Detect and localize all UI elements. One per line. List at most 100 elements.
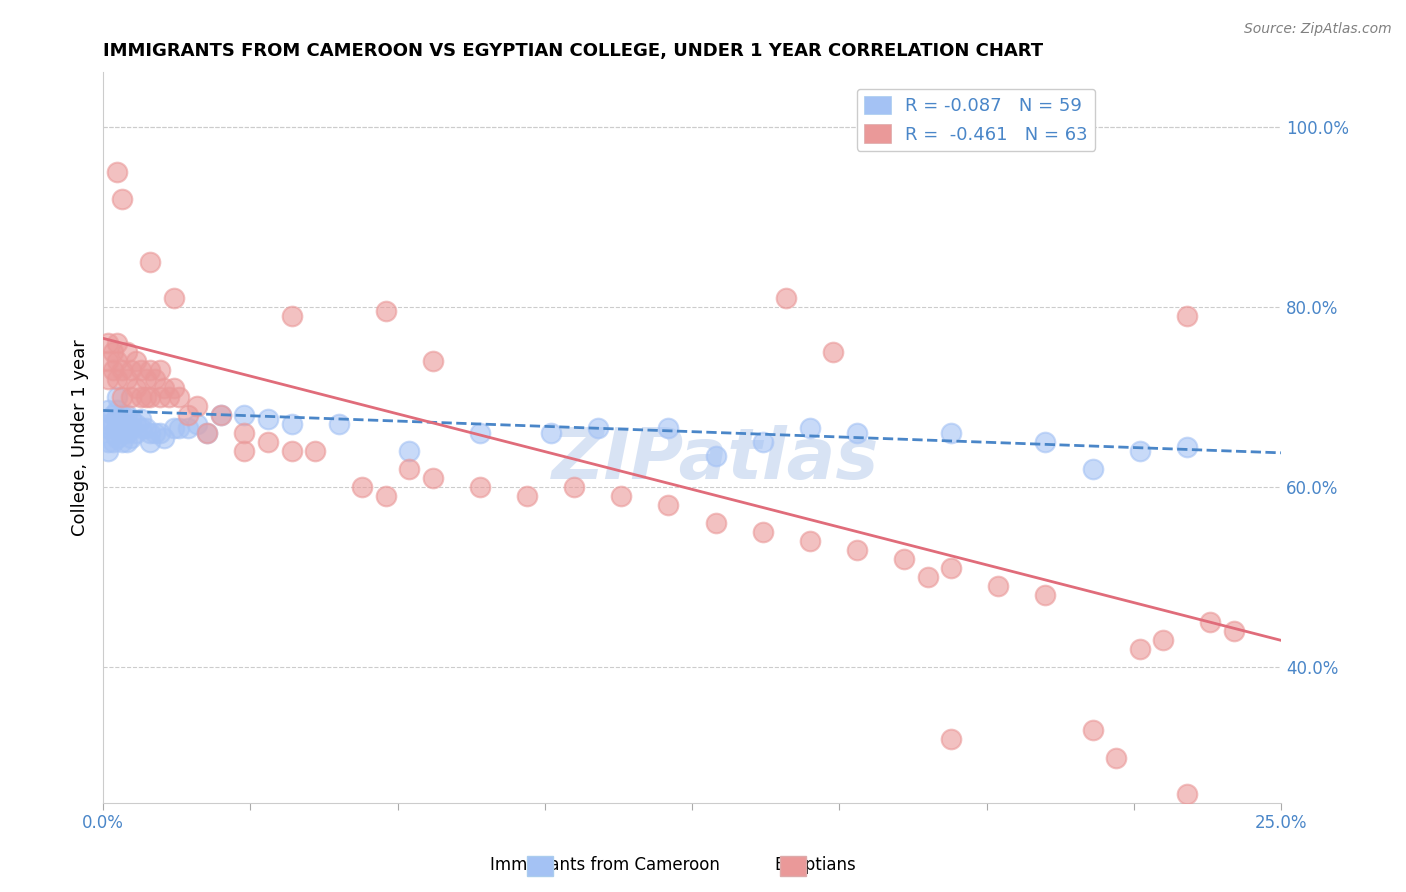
Point xyxy=(280,444,302,458)
Point xyxy=(167,390,190,404)
Point xyxy=(149,363,172,377)
Point xyxy=(139,425,162,440)
Legend: R = -0.087   N = 59, R =  -0.461   N = 63: R = -0.087 N = 59, R = -0.461 N = 63 xyxy=(856,89,1095,151)
Point xyxy=(1175,440,1198,454)
Point xyxy=(1175,309,1198,323)
Point xyxy=(111,435,134,450)
Point xyxy=(149,390,172,404)
Point xyxy=(186,399,208,413)
Point xyxy=(751,525,773,540)
Point xyxy=(105,412,128,426)
Point xyxy=(153,430,176,444)
Point xyxy=(186,417,208,431)
Point xyxy=(115,408,138,422)
Point xyxy=(374,489,396,503)
Point xyxy=(1129,642,1152,657)
Point xyxy=(101,425,124,440)
Point xyxy=(101,344,124,359)
Point xyxy=(704,449,727,463)
Point xyxy=(115,425,138,440)
Point xyxy=(105,390,128,404)
Point xyxy=(233,408,256,422)
Point xyxy=(610,489,633,503)
Text: ZIPatlas: ZIPatlas xyxy=(553,425,879,494)
Point xyxy=(129,390,152,404)
Point xyxy=(1175,787,1198,801)
Point xyxy=(135,372,157,386)
Point xyxy=(799,534,821,549)
Point xyxy=(398,444,420,458)
Point xyxy=(751,435,773,450)
Point xyxy=(101,408,124,422)
Point xyxy=(304,444,326,458)
Point xyxy=(115,344,138,359)
Text: Source: ZipAtlas.com: Source: ZipAtlas.com xyxy=(1244,22,1392,37)
Point xyxy=(97,335,120,350)
Point xyxy=(1152,633,1174,648)
Point xyxy=(177,421,200,435)
Point xyxy=(139,363,162,377)
Point xyxy=(135,390,157,404)
Point xyxy=(657,498,679,512)
Point xyxy=(209,408,232,422)
Point xyxy=(101,363,124,377)
Point xyxy=(1035,435,1057,450)
Point xyxy=(1081,462,1104,476)
Point xyxy=(917,570,939,584)
Point xyxy=(941,561,963,575)
Point xyxy=(143,372,166,386)
Point xyxy=(105,430,128,444)
Point xyxy=(97,421,120,435)
Point xyxy=(195,425,218,440)
Point xyxy=(163,381,186,395)
Point xyxy=(468,425,491,440)
Point xyxy=(125,417,148,431)
Point xyxy=(516,489,538,503)
Point xyxy=(1223,624,1246,639)
Point xyxy=(105,421,128,435)
Point xyxy=(139,435,162,450)
Point xyxy=(257,435,280,450)
Point xyxy=(111,417,134,431)
Point xyxy=(586,421,609,435)
Point xyxy=(115,417,138,431)
Point xyxy=(97,354,120,368)
Point xyxy=(540,425,562,440)
Point xyxy=(129,363,152,377)
Point xyxy=(257,412,280,426)
Point xyxy=(775,291,797,305)
Point xyxy=(893,552,915,566)
Point xyxy=(135,421,157,435)
Point xyxy=(125,381,148,395)
Point xyxy=(280,309,302,323)
Point xyxy=(105,335,128,350)
Point xyxy=(97,372,120,386)
Point xyxy=(120,430,142,444)
Point xyxy=(398,462,420,476)
Point xyxy=(1129,444,1152,458)
Point xyxy=(115,372,138,386)
Point xyxy=(233,444,256,458)
Point xyxy=(167,421,190,435)
Point xyxy=(129,421,152,435)
Point xyxy=(468,480,491,494)
Point xyxy=(163,291,186,305)
Point xyxy=(105,372,128,386)
Y-axis label: College, Under 1 year: College, Under 1 year xyxy=(72,339,89,536)
Point xyxy=(129,412,152,426)
Point xyxy=(845,543,868,558)
Point xyxy=(101,417,124,431)
Point xyxy=(105,354,128,368)
Point xyxy=(111,192,134,206)
Point xyxy=(139,254,162,268)
Point xyxy=(153,381,176,395)
Point xyxy=(111,408,134,422)
Point xyxy=(111,425,134,440)
Point xyxy=(143,425,166,440)
Point xyxy=(657,421,679,435)
Point xyxy=(125,425,148,440)
Point xyxy=(209,408,232,422)
Point xyxy=(422,471,444,485)
Text: Immigrants from Cameroon: Immigrants from Cameroon xyxy=(489,856,720,874)
Point xyxy=(157,390,180,404)
